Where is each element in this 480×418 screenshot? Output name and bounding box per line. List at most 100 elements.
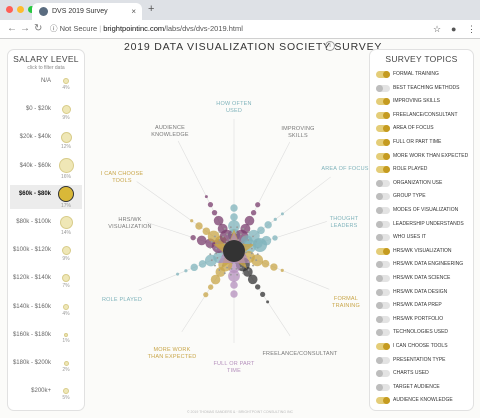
- response-dot[interactable]: [218, 269, 221, 271]
- topic-bubble[interactable]: [266, 300, 270, 304]
- topic-toggle-row[interactable]: CHARTS USED: [376, 368, 472, 381]
- topic-bubble[interactable]: [260, 291, 266, 297]
- topic-toggle-row[interactable]: ROLE PLAYED: [376, 164, 472, 177]
- site-info-icon[interactable]: ⓘ: [50, 24, 58, 33]
- response-dot[interactable]: [242, 272, 245, 275]
- topic-toggle-row[interactable]: I CAN CHOOSE TOOLS: [376, 341, 472, 354]
- response-dot[interactable]: [240, 240, 243, 243]
- topic-bubble[interactable]: [230, 204, 238, 212]
- topic-toggle-row[interactable]: BEST TEACHING METHODS: [376, 83, 472, 96]
- topic-bubble[interactable]: [255, 202, 261, 208]
- salary-level-row[interactable]: $180k - $200k 2%: [10, 354, 82, 378]
- salary-level-row[interactable]: $80k - $100k 14%: [10, 213, 82, 237]
- response-dot[interactable]: [256, 253, 259, 256]
- response-dot[interactable]: [209, 253, 212, 256]
- center-circle[interactable]: [223, 240, 245, 262]
- salary-level-row[interactable]: $20k - $40k 12%: [10, 128, 82, 152]
- response-dot[interactable]: [229, 273, 232, 276]
- radial-chart-svg[interactable]: [88, 61, 368, 396]
- salary-level-row[interactable]: $60k - $80k 17%: [10, 184, 82, 209]
- toggle-switch[interactable]: [376, 329, 390, 337]
- center-large-bubble[interactable]: [253, 238, 267, 252]
- toggle-switch[interactable]: [376, 302, 390, 310]
- response-dot[interactable]: [221, 251, 224, 254]
- salary-level-circle[interactable]: [63, 388, 69, 395]
- topic-bubble[interactable]: [198, 260, 207, 268]
- toggle-switch[interactable]: [376, 315, 390, 323]
- response-dot[interactable]: [235, 232, 238, 235]
- topic-bubble[interactable]: [251, 254, 264, 267]
- topic-bubble[interactable]: [215, 267, 226, 277]
- response-dot[interactable]: [228, 239, 231, 241]
- close-window-dot[interactable]: [6, 6, 13, 13]
- radial-topic-label[interactable]: THOUGHT LEADERS: [329, 216, 359, 229]
- topic-bubble[interactable]: [270, 263, 278, 271]
- topic-bubble[interactable]: [176, 272, 180, 276]
- topic-toggle-row[interactable]: GROUP TYPE: [376, 191, 472, 204]
- topic-bubble[interactable]: [230, 213, 238, 221]
- radial-topic-label[interactable]: ROLE PLAYED: [101, 297, 143, 303]
- salary-level-row[interactable]: $140k - $160k 4%: [10, 298, 82, 322]
- topic-bubble[interactable]: [264, 221, 272, 229]
- topic-bubble[interactable]: [254, 284, 261, 290]
- topic-bubble[interactable]: [228, 220, 240, 232]
- toggle-switch[interactable]: [376, 125, 390, 133]
- topic-bubble[interactable]: [280, 212, 284, 216]
- reload-icon[interactable]: ↻: [34, 23, 43, 34]
- browser-tab[interactable]: DVS 2019 Survey ×: [32, 3, 142, 20]
- topic-bubble[interactable]: [240, 223, 251, 234]
- radial-topic-label[interactable]: AUDIENCE KNOWLEDGE: [151, 125, 189, 138]
- response-dot[interactable]: [225, 240, 228, 243]
- topic-bubble[interactable]: [247, 274, 258, 285]
- response-dot[interactable]: [240, 266, 242, 269]
- topic-toggle-row[interactable]: LEADERSHIP UNDERSTANDS: [376, 219, 472, 232]
- topic-bubble[interactable]: [210, 274, 221, 285]
- topic-toggle-row[interactable]: IMPROVING SKILLS: [376, 96, 472, 109]
- toggle-switch[interactable]: [376, 179, 390, 187]
- salary-level-circle[interactable]: [58, 158, 74, 174]
- topic-toggle-row[interactable]: ORGANIZATION USE: [376, 178, 472, 191]
- response-dot[interactable]: [239, 233, 242, 236]
- response-dot[interactable]: [214, 264, 216, 267]
- response-dot[interactable]: [250, 252, 253, 255]
- salary-level-row[interactable]: $100k - $120k 9%: [10, 241, 82, 265]
- toggle-switch[interactable]: [376, 166, 390, 174]
- radial-topic-label[interactable]: FORMAL TRAINING: [332, 296, 360, 309]
- response-dot[interactable]: [236, 273, 239, 276]
- salary-level-circle[interactable]: [64, 332, 68, 337]
- toggle-switch[interactable]: [376, 71, 390, 78]
- topic-toggle-row[interactable]: HRS/WK PORTFOLIO: [376, 314, 472, 327]
- topic-bubble[interactable]: [261, 259, 270, 268]
- topic-bubble[interactable]: [230, 281, 238, 289]
- response-dot[interactable]: [215, 252, 218, 255]
- topic-bubble[interactable]: [190, 219, 194, 223]
- response-dot[interactable]: [250, 247, 253, 250]
- salary-level-circle[interactable]: [61, 245, 71, 255]
- topic-bubble[interactable]: [190, 234, 196, 241]
- toggle-switch[interactable]: [376, 193, 390, 201]
- topic-bubble[interactable]: [204, 254, 217, 267]
- salary-level-row[interactable]: $0 - $20k 9%: [10, 100, 82, 124]
- response-dot[interactable]: [235, 267, 238, 270]
- salary-level-circle[interactable]: [61, 104, 71, 114]
- toggle-switch[interactable]: [376, 261, 390, 269]
- topic-bubble[interactable]: [184, 269, 188, 273]
- topic-toggle-row[interactable]: FULL OR PART TIME: [376, 137, 472, 150]
- toggle-switch[interactable]: [376, 207, 390, 214]
- topic-bubble[interactable]: [273, 217, 277, 221]
- salary-level-row[interactable]: $40k - $60k 16%: [10, 157, 82, 181]
- response-dot[interactable]: [214, 235, 216, 238]
- response-dot[interactable]: [209, 246, 212, 249]
- toggle-switch[interactable]: [376, 247, 390, 255]
- response-dot[interactable]: [230, 267, 233, 270]
- topic-toggle-row[interactable]: MORE WORK THAN EXPECTED: [376, 151, 472, 164]
- radial-topic-label[interactable]: HOW OFTEN USED: [216, 101, 252, 114]
- topic-bubble[interactable]: [207, 230, 220, 243]
- response-dot[interactable]: [223, 227, 226, 230]
- response-dot[interactable]: [230, 232, 233, 235]
- topic-bubble[interactable]: [195, 222, 203, 230]
- topic-toggle-row[interactable]: TECHNOLOGIES USED: [376, 327, 472, 340]
- topic-bubble[interactable]: [217, 223, 228, 234]
- topic-toggle-row[interactable]: PRESENTATION TYPE: [376, 355, 472, 368]
- response-dot[interactable]: [223, 272, 226, 275]
